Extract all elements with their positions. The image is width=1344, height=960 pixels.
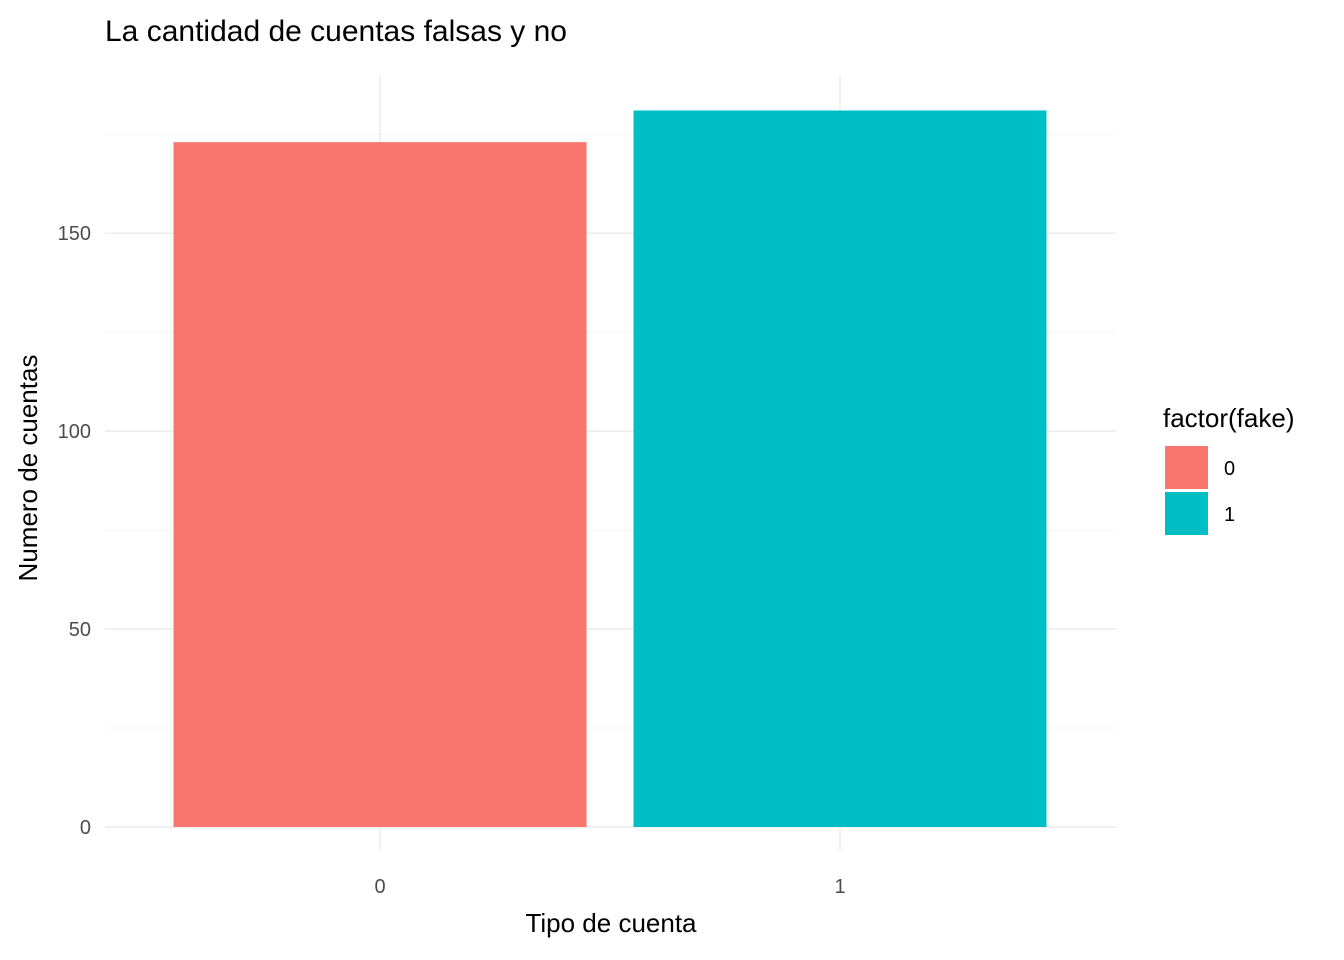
- bars: [173, 110, 1047, 828]
- legend-label-1: 1: [1224, 504, 1235, 526]
- legend-label-0: 0: [1224, 458, 1235, 480]
- x-tick-label: 1: [834, 876, 845, 898]
- y-axis-ticks: 0 50 100 150: [58, 223, 91, 839]
- legend-swatch-1: [1165, 492, 1208, 535]
- x-axis-title: Tipo de cuenta: [525, 908, 697, 938]
- y-tick-label: 0: [80, 817, 91, 839]
- y-tick-label: 150: [58, 223, 91, 245]
- y-tick-label: 100: [58, 421, 91, 443]
- legend-entries: 01: [1165, 446, 1235, 535]
- bar-1: [633, 110, 1047, 828]
- x-tick-label: 0: [374, 876, 385, 898]
- legend-swatch-0: [1165, 446, 1208, 489]
- y-axis-title: Numero de cuentas: [13, 355, 43, 582]
- legend-title: factor(fake): [1163, 403, 1295, 433]
- legend: factor(fake) 01: [1163, 403, 1295, 535]
- bar-0: [173, 142, 587, 827]
- y-tick-label: 50: [69, 619, 91, 641]
- chart-title: La cantidad de cuentas falsas y no: [105, 15, 567, 48]
